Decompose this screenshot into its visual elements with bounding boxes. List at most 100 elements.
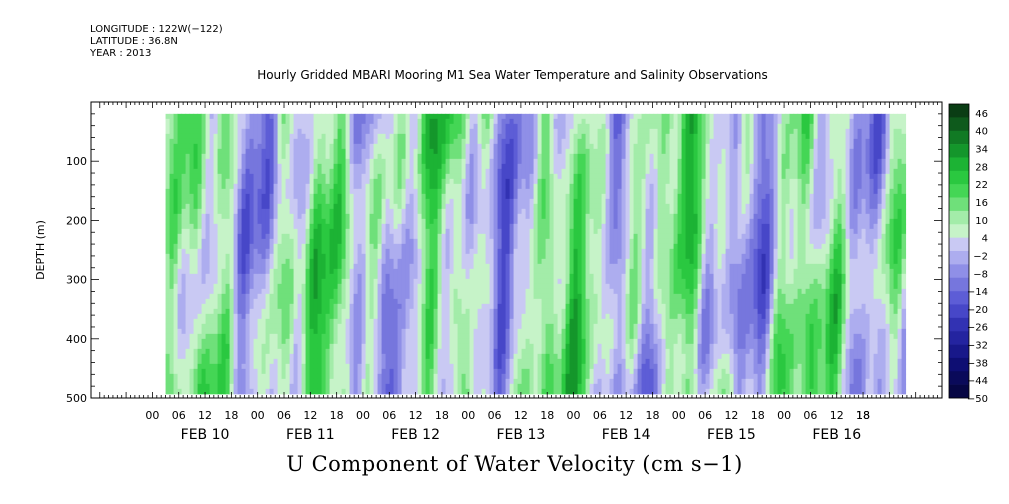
heatmap-cell xyxy=(377,273,383,280)
heatmap-cell xyxy=(241,218,247,225)
heatmap-cell xyxy=(265,373,271,380)
heatmap-cell xyxy=(205,168,211,175)
heatmap-cell xyxy=(345,238,351,245)
heatmap-cell xyxy=(197,228,203,235)
heatmap-cell xyxy=(269,228,275,235)
heatmap-cell xyxy=(241,143,247,150)
heatmap-cell xyxy=(341,228,347,235)
heatmap-cell xyxy=(365,188,371,195)
heatmap-cell xyxy=(277,283,283,290)
heatmap-cell xyxy=(193,383,199,390)
heatmap-cell xyxy=(197,208,203,215)
heatmap-cell xyxy=(381,313,387,320)
heatmap-cell xyxy=(217,353,223,360)
heatmap-cell xyxy=(457,203,463,210)
heatmap-cell xyxy=(509,278,515,285)
heatmap-cell xyxy=(217,278,223,285)
heatmap-cell xyxy=(325,158,331,165)
heatmap-cell xyxy=(485,333,491,340)
heatmap-cell xyxy=(277,243,283,250)
heatmap-cell xyxy=(381,163,387,170)
heatmap-cell xyxy=(377,178,383,185)
heatmap-cell xyxy=(489,358,495,365)
heatmap-cell xyxy=(169,238,175,245)
heatmap-cell xyxy=(349,273,355,280)
heatmap-cell xyxy=(357,203,363,210)
heatmap-cell xyxy=(209,173,215,180)
heatmap-cell xyxy=(193,333,199,340)
heatmap-cell xyxy=(193,278,199,285)
heatmap-cell xyxy=(381,148,387,155)
heatmap-cell xyxy=(497,293,503,300)
heatmap-cell xyxy=(333,358,339,365)
heatmap-cell xyxy=(229,193,235,200)
heatmap-cell xyxy=(401,363,407,370)
heatmap-cell xyxy=(341,208,347,215)
heatmap-cell xyxy=(261,348,267,355)
heatmap-cell xyxy=(297,308,303,315)
heatmap-cell xyxy=(305,283,311,290)
heatmap-cell xyxy=(177,383,183,390)
heatmap-cell xyxy=(177,118,183,125)
heatmap-cell xyxy=(265,283,271,290)
heatmap-cell xyxy=(213,203,219,210)
heatmap-cell xyxy=(389,253,395,260)
heatmap-cell xyxy=(233,373,239,380)
heatmap-cell xyxy=(485,143,491,150)
heatmap-cell xyxy=(221,228,227,235)
heatmap-cell xyxy=(237,168,243,175)
heatmap-cell xyxy=(353,273,359,280)
heatmap-cell xyxy=(173,223,179,230)
heatmap-cell xyxy=(325,148,331,155)
heatmap-cell xyxy=(389,358,395,365)
heatmap-cell xyxy=(221,293,227,300)
heatmap-cell xyxy=(257,208,263,215)
heatmap-cell xyxy=(297,168,303,175)
heatmap-cell xyxy=(181,113,187,120)
heatmap-cell xyxy=(409,363,415,370)
heatmap-cell xyxy=(449,138,455,145)
heatmap-cell xyxy=(517,338,523,345)
heatmap-cell xyxy=(297,213,303,220)
heatmap-cell xyxy=(245,293,251,300)
heatmap-cell xyxy=(257,168,263,175)
heatmap-cell xyxy=(433,368,439,375)
heatmap-cell xyxy=(277,288,283,295)
heatmap-cell xyxy=(221,203,227,210)
heatmap-cell xyxy=(397,358,403,365)
heatmap-cell xyxy=(397,208,403,215)
heatmap-cell xyxy=(377,258,383,265)
heatmap-cell xyxy=(441,203,447,210)
heatmap-cell xyxy=(429,288,435,295)
heatmap-cell xyxy=(229,238,235,245)
heatmap-cell xyxy=(453,128,459,135)
heatmap-cell xyxy=(329,128,335,135)
heatmap-cell xyxy=(293,253,299,260)
heatmap-cell xyxy=(277,313,283,320)
heatmap-cell xyxy=(389,283,395,290)
heatmap-cell xyxy=(169,168,175,175)
heatmap-cell xyxy=(253,373,259,380)
heatmap-cell xyxy=(225,343,231,350)
heatmap-cell xyxy=(305,263,311,270)
heatmap-cell xyxy=(405,168,411,175)
heatmap-cell xyxy=(389,388,395,395)
heatmap-cell xyxy=(365,253,371,260)
heatmap-cell xyxy=(389,293,395,300)
heatmap-cell xyxy=(217,318,223,325)
heatmap-cell xyxy=(373,138,379,145)
heatmap-cell xyxy=(181,213,187,220)
heatmap-cell xyxy=(445,238,451,245)
heatmap-cell xyxy=(229,233,235,240)
heatmap-cell xyxy=(429,338,435,345)
heatmap-cell xyxy=(249,243,255,250)
heatmap-cell xyxy=(389,278,395,285)
heatmap-cell xyxy=(321,363,327,370)
heatmap-cell xyxy=(421,198,427,205)
heatmap-cell xyxy=(165,118,171,125)
heatmap-cell xyxy=(225,233,231,240)
heatmap-cell xyxy=(193,138,199,145)
heatmap-cell xyxy=(293,238,299,245)
heatmap-cell xyxy=(453,268,459,275)
heatmap-cell xyxy=(333,173,339,180)
